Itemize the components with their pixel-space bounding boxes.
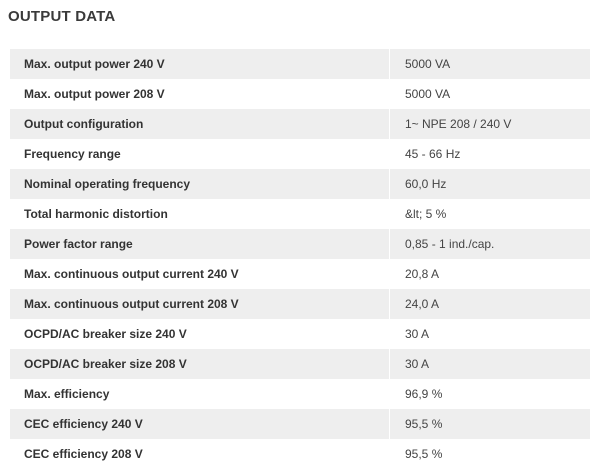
row-label: Max. efficiency [10,379,390,409]
table-row: Max. output power 240 V 5000 VA [10,49,590,79]
row-value: 96,9 % [389,379,590,409]
output-data-table: Max. output power 240 V 5000 VA Max. out… [10,49,590,469]
row-value: 20,8 A [389,259,590,289]
row-label: CEC efficiency 240 V [10,409,390,439]
table-row: Max. output power 208 V 5000 VA [10,79,590,109]
row-value: 95,5 % [389,409,590,439]
table-row: Power factor range 0,85 - 1 ind./cap. [10,229,590,259]
section-title: OUTPUT DATA [8,8,116,25]
row-label: Max. output power 240 V [10,49,390,79]
row-value: 30 A [389,349,590,379]
row-label: Max. continuous output current 240 V [10,259,390,289]
table-row: Output configuration 1~ NPE 208 / 240 V [10,109,590,139]
row-label: Frequency range [10,139,390,169]
row-value: 60,0 Hz [389,169,590,199]
row-label: CEC efficiency 208 V [10,439,390,469]
table-row: CEC efficiency 208 V 95,5 % [10,439,590,469]
row-value: 24,0 A [389,289,590,319]
table-row: Frequency range 45 - 66 Hz [10,139,590,169]
row-label: OCPD/AC breaker size 240 V [10,319,390,349]
row-label: Nominal operating frequency [10,169,390,199]
table-row: OCPD/AC breaker size 208 V 30 A [10,349,590,379]
row-label: Output configuration [10,109,390,139]
table-row: CEC efficiency 240 V 95,5 % [10,409,590,439]
row-value: 1~ NPE 208 / 240 V [389,109,590,139]
table-body: Max. output power 240 V 5000 VA Max. out… [10,49,590,469]
table-row: Max. efficiency 96,9 % [10,379,590,409]
table-row: OCPD/AC breaker size 240 V 30 A [10,319,590,349]
row-label: Power factor range [10,229,390,259]
table-row: Nominal operating frequency 60,0 Hz [10,169,590,199]
row-label: Total harmonic distortion [10,199,390,229]
row-value: 30 A [389,319,590,349]
row-label: OCPD/AC breaker size 208 V [10,349,390,379]
row-value: 5000 VA [389,79,590,109]
table-row: Max. continuous output current 208 V 24,… [10,289,590,319]
table-row: Total harmonic distortion &lt; 5 % [10,199,590,229]
row-value: 45 - 66 Hz [389,139,590,169]
row-value: 0,85 - 1 ind./cap. [389,229,590,259]
table-row: Max. continuous output current 240 V 20,… [10,259,590,289]
row-value: 5000 VA [389,49,590,79]
row-value: 95,5 % [389,439,590,469]
row-label: Max. continuous output current 208 V [10,289,390,319]
row-value: &lt; 5 % [389,199,590,229]
row-label: Max. output power 208 V [10,79,390,109]
